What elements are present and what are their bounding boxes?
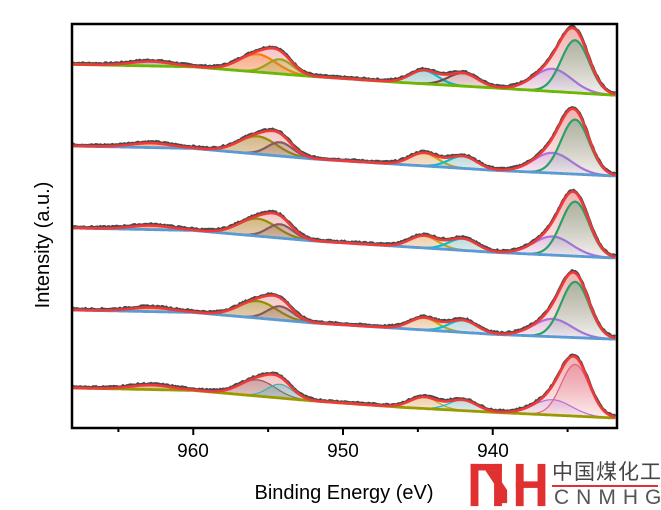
x-tick-label-940: 940 (477, 441, 509, 462)
component-fill-934.5 (72, 40, 616, 96)
x-ticks (117, 428, 569, 435)
watermark-logo: 中国煤化工 CNMHG (468, 461, 661, 509)
envelope-fit-line (72, 355, 616, 419)
envelope-fit-line (72, 107, 616, 177)
component-fill-934.5 (72, 281, 616, 340)
watermark-chinese-text: 中国煤化工 (552, 460, 661, 484)
x-tick-label-950: 950 (327, 441, 359, 462)
mh-logo-mark-icon (470, 463, 546, 507)
watermark-divider (552, 485, 658, 487)
plot-frame (70, 22, 619, 430)
watermark-english-text: CNMHG (554, 486, 661, 509)
envelope-fit-line (72, 26, 616, 96)
envelope-fit-line (72, 271, 616, 340)
y-axis-title: Intensity (a.u.) (32, 182, 54, 309)
component-fill-942 (72, 310, 616, 340)
spectrum-4 (71, 268, 616, 341)
x-tick-label-960: 960 (177, 441, 209, 462)
spectrum-1 (71, 24, 616, 97)
component-fill-934.5 (72, 119, 616, 176)
plot-area (71, 24, 617, 420)
spectrum-2 (71, 106, 617, 178)
envelope-fit-line (72, 190, 616, 259)
spectrum-5 (71, 353, 617, 420)
x-axis-title: Binding Energy (eV) (255, 482, 434, 504)
spectrum-3 (71, 188, 617, 260)
component-fill-934.5 (72, 201, 616, 258)
component-fill-934.5 (72, 364, 616, 418)
